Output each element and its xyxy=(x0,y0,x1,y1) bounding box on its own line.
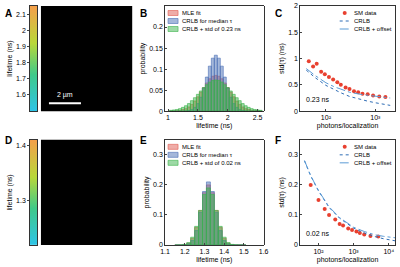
svg-text:1.5: 1.5 xyxy=(193,114,203,121)
svg-text:C: C xyxy=(275,8,282,19)
svg-text:1.2: 1.2 xyxy=(180,248,190,255)
svg-text:std(τ) (ns): std(τ) (ns) xyxy=(278,177,286,208)
svg-text:0.1: 0.1 xyxy=(153,66,163,73)
svg-text:2: 2 xyxy=(226,114,230,121)
svg-text:1.9: 1.9 xyxy=(16,43,26,50)
svg-text:B: B xyxy=(140,8,147,19)
svg-text:1.4: 1.4 xyxy=(16,142,26,149)
svg-text:CRLB + std of 0.02 ns: CRLB + std of 0.02 ns xyxy=(182,160,241,166)
svg-text:0.3: 0.3 xyxy=(153,151,163,158)
svg-text:CRLB: CRLB xyxy=(354,18,370,24)
svg-text:1: 1 xyxy=(166,114,170,121)
svg-text:1.8: 1.8 xyxy=(16,59,26,66)
svg-text:probability: probability xyxy=(143,176,151,208)
svg-text:photons/localization: photons/localization xyxy=(317,256,379,264)
svg-text:1.3: 1.3 xyxy=(16,197,26,204)
svg-text:0.5: 0.5 xyxy=(288,81,298,88)
svg-text:0.23 ns: 0.23 ns xyxy=(306,96,329,103)
svg-text:E: E xyxy=(140,135,147,146)
svg-text:0.1: 0.1 xyxy=(153,211,163,218)
svg-text:CRLB: CRLB xyxy=(354,152,370,158)
svg-text:1.3: 1.3 xyxy=(200,248,210,255)
svg-text:0.05: 0.05 xyxy=(149,87,163,94)
svg-text:2 µm: 2 µm xyxy=(57,91,73,99)
svg-text:lifetime (ns): lifetime (ns) xyxy=(196,122,232,130)
svg-text:0: 0 xyxy=(294,108,298,115)
svg-text:MLE fit: MLE fit xyxy=(182,144,201,150)
svg-text:1.7: 1.7 xyxy=(16,75,26,82)
svg-text:10²: 10² xyxy=(321,114,332,121)
svg-text:0: 0 xyxy=(294,241,298,248)
svg-text:2.1: 2.1 xyxy=(16,11,26,18)
svg-text:SM data: SM data xyxy=(354,144,377,150)
svg-text:1.5: 1.5 xyxy=(239,248,249,255)
svg-text:CRLB + std of 0.23 ns: CRLB + std of 0.23 ns xyxy=(182,26,241,32)
svg-text:CRLB for median τ: CRLB for median τ xyxy=(182,152,233,158)
svg-text:lifetime (ns): lifetime (ns) xyxy=(196,256,232,264)
svg-text:2: 2 xyxy=(22,27,26,34)
svg-text:0.2: 0.2 xyxy=(153,23,163,30)
svg-text:0.15: 0.15 xyxy=(149,45,163,52)
svg-text:SM data: SM data xyxy=(354,10,377,16)
svg-text:2: 2 xyxy=(294,2,298,9)
svg-text:1.5: 1.5 xyxy=(288,29,298,36)
svg-text:probability: probability xyxy=(139,42,147,74)
svg-text:10²: 10² xyxy=(313,248,324,255)
svg-text:CRLB + offset: CRLB + offset xyxy=(354,160,392,166)
svg-text:0.2: 0.2 xyxy=(153,181,163,188)
svg-text:1.6: 1.6 xyxy=(259,248,269,255)
svg-text:CRLB + offset: CRLB + offset xyxy=(354,26,392,32)
svg-text:0.2: 0.2 xyxy=(288,181,298,188)
svg-text:lifetime (ns): lifetime (ns) xyxy=(6,40,14,76)
svg-text:10³: 10³ xyxy=(349,248,360,255)
svg-text:MLE fit: MLE fit xyxy=(182,10,201,16)
svg-text:CRLB for median τ: CRLB for median τ xyxy=(182,18,233,24)
svg-text:10⁴: 10⁴ xyxy=(383,248,394,255)
svg-text:2.5: 2.5 xyxy=(253,114,263,121)
svg-text:10³: 10³ xyxy=(370,114,381,121)
svg-text:0: 0 xyxy=(159,108,163,115)
svg-text:1.4: 1.4 xyxy=(219,248,229,255)
svg-text:F: F xyxy=(275,135,281,146)
svg-text:A: A xyxy=(5,8,12,19)
svg-text:1.1: 1.1 xyxy=(160,248,170,255)
svg-text:std(τ) (ns): std(τ) (ns) xyxy=(278,43,286,74)
svg-text:1.6: 1.6 xyxy=(16,91,26,98)
svg-text:photons/localization: photons/localization xyxy=(317,122,379,130)
svg-text:1: 1 xyxy=(294,55,298,62)
svg-text:lifetime (ns): lifetime (ns) xyxy=(6,174,14,210)
svg-text:0.02 ns: 0.02 ns xyxy=(306,230,329,237)
svg-text:D: D xyxy=(5,135,12,146)
svg-text:0.1: 0.1 xyxy=(288,211,298,218)
svg-text:0.3: 0.3 xyxy=(288,151,298,158)
svg-text:0: 0 xyxy=(159,241,163,248)
